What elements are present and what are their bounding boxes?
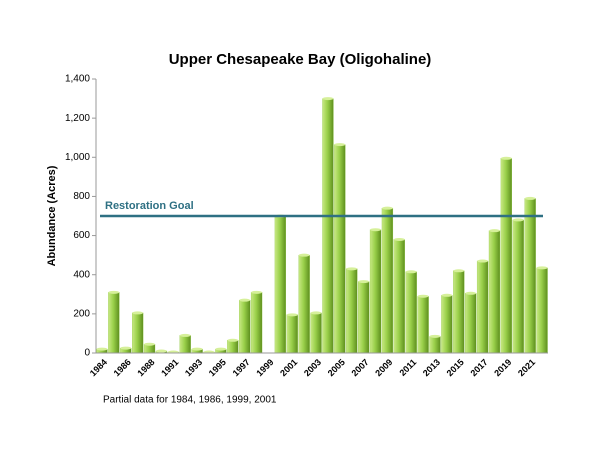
y-tick-label: 800 [73,191,90,202]
x-tick-label: 2019 [492,357,513,378]
bar-cap [286,313,298,317]
bar-cap [298,253,310,257]
chart-title: Upper Chesapeake Bay (Oligohaline) [169,51,432,68]
x-tick-label: 2011 [397,357,418,378]
bar-cap [405,270,417,274]
bar [465,293,477,354]
bar-cap [334,143,346,147]
x-tick-label: 2015 [445,357,466,378]
x-tick-label: 2005 [326,357,347,378]
x-tick-label: 1997 [231,357,252,378]
x-tick-label: 1993 [183,357,204,378]
bar-cap [108,290,120,294]
bar [441,295,453,354]
bar [227,340,239,354]
bar-cap [346,267,358,271]
bar [274,215,286,354]
bar-cap [512,218,524,222]
x-tick-label: 2009 [373,357,394,378]
y-tick-label: 1,000 [65,152,90,163]
y-tick-label: 200 [73,308,90,319]
bar [405,271,417,354]
bar-cap [120,346,132,350]
bar [512,219,524,354]
bar [179,335,191,354]
bar-cap [191,347,203,351]
x-tick-label: 2021 [516,357,537,378]
bar-cap [370,228,381,232]
x-tick-label: 1991 [159,357,180,378]
bar-cap [524,196,536,200]
x-tick-label: 2013 [421,357,442,378]
bar [132,312,144,354]
bar [239,300,251,354]
y-tick-label: 400 [73,269,90,280]
x-tick-label: 2017 [468,357,489,378]
goal-label: Restoration Goal [105,200,194,212]
bar [429,336,441,354]
y-tick-label: 1,400 [65,74,90,85]
bar [369,229,382,354]
bar [381,208,394,354]
bar-cap [227,338,239,342]
bar-cap [489,229,500,233]
bar-cap [500,156,512,160]
bar-cap [96,347,108,351]
x-tick-label: 1995 [207,357,228,378]
bar-cap [441,293,453,297]
x-tick-label: 2001 [278,357,299,378]
bar [524,198,536,354]
bar [334,144,346,354]
bar [346,268,358,354]
bar-cap [144,342,155,346]
bar-cap [215,347,227,351]
bar-cap [477,259,489,263]
bar-cap [310,311,322,315]
y-tick-label: 1,200 [65,113,90,124]
bar [310,312,322,354]
x-tick-label: 1986 [112,357,133,378]
x-tick-label: 1988 [135,357,156,378]
bar [108,292,120,354]
bar [298,254,310,354]
x-tick-label: 1984 [88,357,109,378]
bar [453,270,465,354]
bar-cap [536,266,548,270]
bar [286,314,298,354]
bar [536,267,548,354]
bar-cap [322,97,334,101]
x-tick-label: 1999 [254,357,275,378]
bar-cap [465,291,477,295]
bar [393,239,405,354]
bar [322,98,334,354]
y-tick-label: 600 [73,230,90,241]
bar-cap [429,334,441,338]
y-axis-label: Abundance (Acres) [46,165,58,266]
bar [500,158,512,354]
bar-cap [155,349,167,353]
note: Partial data for 1984, 1986, 1999, 2001 [103,395,277,406]
bar-cap [381,206,393,210]
bar [476,260,489,354]
bar [250,292,263,354]
bar-cap [453,269,465,273]
bar-cap [239,298,251,302]
x-tick-label: 2007 [349,357,370,378]
bar-cap [132,311,144,315]
y-tick-label: 0 [84,348,90,359]
bar-cap [417,294,429,298]
bar [417,296,429,354]
bar [358,281,370,354]
bar-cap [251,290,263,294]
bar-cap [393,237,405,241]
bar-cap [358,280,370,284]
bar-cap [179,333,191,337]
bar [488,230,501,354]
x-tick-label: 2003 [302,357,323,378]
